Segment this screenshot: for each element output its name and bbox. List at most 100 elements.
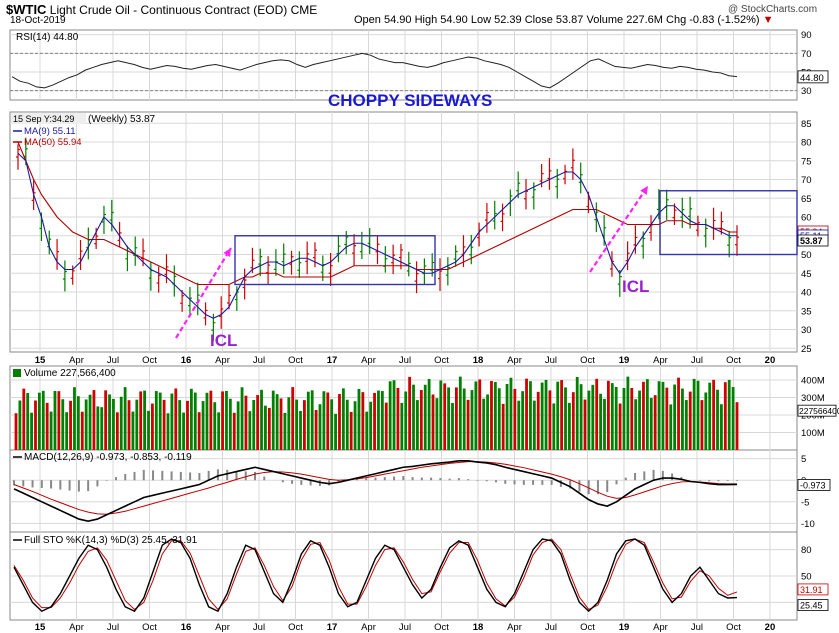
volume-bar — [501, 403, 505, 450]
brand-watermark: @ StockCharts.com — [728, 4, 818, 15]
volume-bar — [334, 413, 337, 450]
y-tick-label: 75 — [801, 156, 812, 167]
volume-bar — [536, 391, 540, 450]
volume-bar — [287, 397, 291, 450]
volume-bar — [466, 399, 470, 450]
x-tick-label: 15 — [35, 355, 46, 366]
volume-bar — [45, 402, 49, 450]
high-value: 54.90 — [440, 14, 468, 26]
volume-bar — [704, 392, 708, 450]
panel-frame-rsi — [9, 29, 798, 101]
panel-frame-macd — [9, 449, 798, 533]
volume-bar — [182, 412, 185, 450]
volume-bar — [649, 398, 653, 450]
volume-bar — [154, 391, 158, 450]
macd-last-badge — [797, 479, 831, 491]
volume-bar — [439, 380, 443, 450]
volume-bar — [330, 399, 334, 450]
volume-bar — [657, 381, 661, 450]
y-tick-label: 5 — [801, 454, 806, 465]
volume-bar — [661, 381, 665, 450]
volume-bar — [540, 382, 544, 450]
macd-legend: MACD(12,26,9) -0.973, -0.853, -0.119 — [24, 452, 192, 463]
x-tick-label-bottom: Oct — [288, 622, 303, 633]
high-label: High — [414, 14, 438, 26]
volume-bar — [357, 388, 361, 450]
y-tick-label: 30 — [801, 325, 812, 336]
y-tick-label: 70 — [801, 49, 812, 60]
consolidation-box-2 — [659, 190, 798, 256]
volume-bar — [497, 388, 501, 450]
volume-bar — [525, 378, 528, 450]
x-tick-label-bottom: Apr — [653, 622, 668, 633]
volume-bar — [248, 411, 252, 450]
x-tick-label: Jul — [399, 355, 411, 366]
volume-bar — [213, 402, 217, 450]
volume-bar — [275, 394, 279, 450]
volume-bar — [80, 411, 84, 450]
volume-bar — [513, 388, 517, 450]
volume-bar — [462, 388, 466, 450]
x-tick-label: Jul — [545, 355, 557, 366]
volume-bar — [271, 390, 275, 450]
y-tick-label: -5 — [801, 497, 809, 508]
rsi-legend: RSI(14) 44.80 — [16, 32, 79, 43]
x-tick-label-bottom: Oct — [580, 622, 595, 633]
volume-bar — [474, 381, 478, 450]
volume-bar — [408, 376, 412, 450]
sto-legend: Full STO %K(14,3) %D(3) 25.45, 31.91 — [24, 535, 198, 546]
y-tick-label: 80 — [801, 138, 812, 149]
y-tick-label: 60 — [801, 213, 812, 224]
volume-bar — [396, 387, 400, 450]
volume-bar — [221, 391, 224, 450]
volume-last-badge — [797, 404, 837, 417]
ma9-line — [17, 152, 737, 319]
x-tick-label-bottom: Apr — [215, 622, 230, 633]
open-label: Open — [354, 14, 381, 26]
volume-bar — [264, 405, 267, 450]
volume-bar — [380, 391, 384, 450]
volume-bar — [720, 404, 723, 450]
rsi-last-label: 44.80 — [800, 73, 824, 84]
volume-bar — [197, 412, 201, 450]
x-tick-label-bottom: 19 — [619, 622, 630, 633]
trend-arrow-right — [589, 185, 649, 273]
consolidation-box-1 — [234, 235, 436, 286]
volume-bar — [65, 412, 69, 450]
volume-label: Volume — [586, 14, 624, 26]
x-tick-label: Oct — [726, 355, 741, 366]
x-tick-label-bottom: Oct — [142, 622, 157, 633]
x-tick-label: Oct — [580, 355, 595, 366]
y-tick-label: 80 — [801, 545, 812, 556]
x-tick-label-bottom: Oct — [726, 622, 741, 633]
volume-bar — [712, 379, 716, 450]
volume-bar — [400, 402, 404, 450]
volume-bar — [61, 399, 65, 450]
x-tick-label-bottom: 18 — [473, 622, 484, 633]
volume-bar — [583, 399, 587, 450]
x-tick-label: Jul — [107, 355, 119, 366]
volume-bar — [108, 394, 111, 450]
x-tick-label-bottom: Jul — [253, 622, 265, 633]
tooltip-bg — [11, 113, 86, 124]
x-tick-label-bottom: 15 — [35, 622, 46, 633]
volume-bar — [595, 378, 599, 450]
volume-bar — [723, 382, 727, 450]
trend-arrow-left-head — [223, 248, 231, 257]
volume-bar — [529, 381, 532, 450]
x-tick-label-bottom: 17 — [327, 622, 338, 633]
volume-bar — [552, 403, 556, 450]
trend-arrow-right-head — [640, 186, 648, 195]
volume-bar — [96, 406, 100, 450]
volume-bar — [92, 390, 96, 450]
volume-bar — [571, 392, 575, 450]
volume-bar — [205, 392, 209, 450]
volume-bar — [416, 400, 419, 450]
x-tick-label: 18 — [473, 355, 484, 366]
volume-bar — [228, 398, 232, 450]
volume-bar — [373, 392, 376, 450]
macd-line — [13, 459, 738, 523]
volume-bar — [490, 380, 493, 450]
x-tick-label-bottom: Apr — [361, 622, 376, 633]
